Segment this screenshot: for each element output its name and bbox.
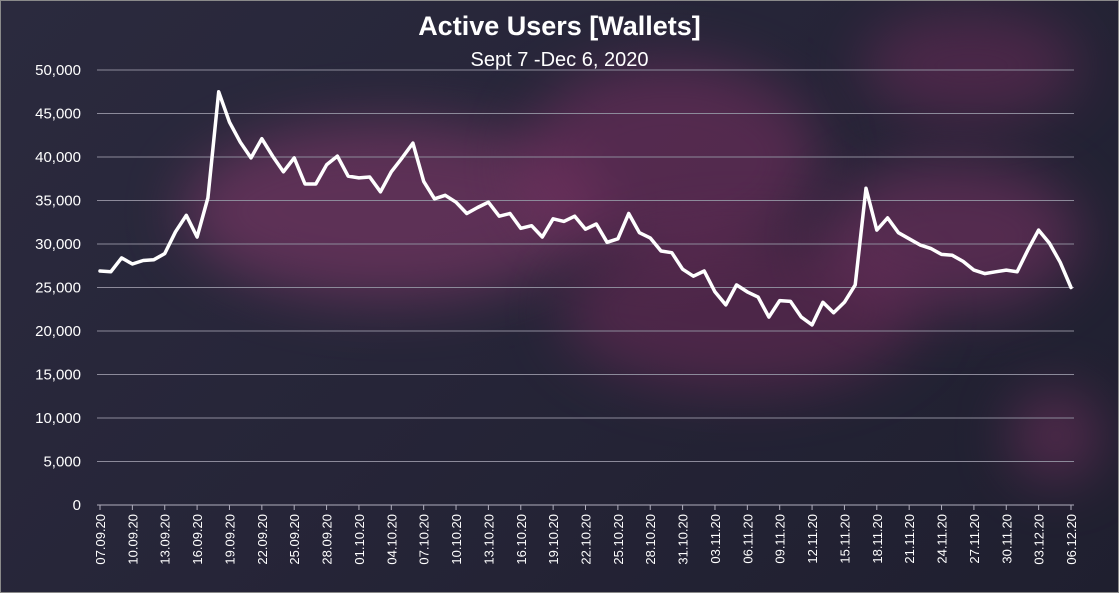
- x-axis-ticks: 07.09.20 10.09.20 13.09.20 16.09.20 19.09.20…: [93, 505, 1079, 565]
- series-layer: [98, 90, 1073, 327]
- x-tick-label: 13.10.20: [481, 514, 496, 565]
- y-tick-label: 35,000: [35, 193, 81, 210]
- x-tick-label: 19.09.20: [222, 514, 237, 565]
- x-tick-label: 22.10.20: [579, 514, 594, 565]
- x-tick-label: 28.09.20: [320, 514, 335, 565]
- x-tick-label: 07.10.20: [417, 514, 432, 565]
- x-tick-label: 01.10.20: [352, 514, 367, 565]
- x-tick-label: 03.11.20: [708, 514, 723, 564]
- x-tick-label: 10.10.20: [449, 514, 464, 565]
- y-tick-label: 50,000: [35, 62, 81, 79]
- x-tick-label: 16.09.20: [190, 514, 205, 565]
- y-tick-label: 30,000: [35, 236, 81, 253]
- x-tick-label: 06.11.20: [740, 514, 755, 564]
- x-tick-label: 25.10.20: [611, 514, 626, 565]
- background-blob: [521, 61, 821, 261]
- y-axis-ticks: 0 5,000 10,000 15,000 20,000 25,000 30,000 35,0…: [35, 62, 81, 514]
- x-tick-label: 25.09.20: [287, 514, 302, 565]
- y-tick-label: 40,000: [35, 149, 81, 166]
- y-tick-label: 20,000: [35, 323, 81, 340]
- x-tick-label: 09.11.20: [773, 514, 788, 564]
- x-tick-label: 24.11.20: [935, 514, 950, 564]
- series-line-active-users: [98, 90, 1073, 327]
- y-tick-label: 10,000: [35, 410, 81, 427]
- grid-lines: [97, 69, 1074, 462]
- x-tick-label: 15.11.20: [837, 514, 852, 564]
- x-tick-label: 28.10.20: [643, 514, 658, 565]
- x-tick-label: 12.11.20: [805, 514, 820, 564]
- x-tick-label: 21.11.20: [902, 514, 917, 564]
- y-tick-label: 25,000: [35, 280, 81, 297]
- x-tick-label: 31.10.20: [676, 514, 691, 565]
- background-blob: [821, 161, 1081, 311]
- y-tick-label: 0: [73, 497, 81, 514]
- background-blob: [861, 11, 1081, 121]
- chart-title: Active Users [Wallets]: [418, 11, 701, 41]
- background-blob: [1011, 391, 1101, 481]
- x-tick-label: 16.10.20: [514, 514, 529, 565]
- x-tick-label: 27.11.20: [967, 514, 982, 564]
- x-tick-label: 22.09.20: [255, 514, 270, 565]
- x-tick-label: 04.10.20: [384, 514, 399, 565]
- x-tick-label: 03.12.20: [1032, 514, 1047, 565]
- x-tick-label: 07.09.20: [93, 514, 108, 565]
- chart-subtitle: Sept 7 -Dec 6, 2020: [470, 49, 649, 71]
- y-tick-label: 45,000: [35, 106, 81, 123]
- x-tick-label: 13.09.20: [158, 514, 173, 565]
- x-tick-label: 30.11.20: [999, 514, 1014, 564]
- x-tick-label: 18.11.20: [870, 514, 885, 564]
- y-tick-label: 5,000: [43, 454, 81, 471]
- y-tick-label: 15,000: [35, 367, 81, 384]
- x-tick-label: 06.12.20: [1064, 514, 1079, 565]
- x-tick-label: 10.09.20: [125, 514, 140, 565]
- x-tick-label: 19.10.20: [546, 514, 561, 565]
